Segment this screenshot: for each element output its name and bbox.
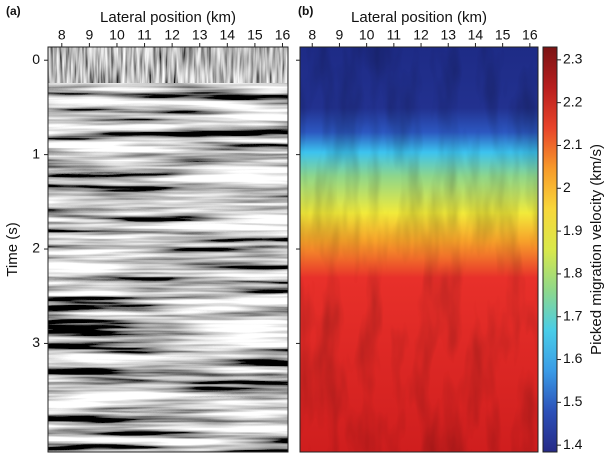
y-tick-label: 3: [32, 334, 40, 350]
x-tick-label: 12: [413, 27, 429, 43]
x-axis-label: Lateral position (km): [100, 9, 236, 26]
y-tick-label: 0: [32, 51, 40, 67]
colorbar-tick-label: 1.7: [563, 307, 583, 323]
colorbar: [542, 46, 558, 453]
colorbar-tick-label: 2.2: [563, 93, 583, 109]
x-axis-label: Lateral position (km): [351, 9, 487, 26]
x-tick-label: 15: [247, 27, 263, 43]
panel-label: (a): [6, 4, 21, 18]
panel-a-image: [47, 46, 289, 453]
x-tick-label: 14: [220, 27, 236, 43]
x-tick-label: 16: [275, 27, 291, 43]
x-tick-label: 10: [109, 27, 125, 43]
x-tick-label: 16: [522, 27, 538, 43]
y-axis-label: Time (s): [4, 222, 21, 276]
colorbar-tick-label: 1.4: [563, 436, 583, 452]
x-tick-label: 9: [85, 27, 93, 43]
x-tick-label: 11: [387, 27, 402, 43]
x-tick-label: 13: [192, 27, 208, 43]
colorbar-tick-label: 1.8: [563, 265, 583, 281]
x-tick-label: 9: [336, 27, 344, 43]
colorbar-label: Picked migration velocity (km/s): [588, 144, 605, 355]
colorbar-tick-label: 1.5: [563, 393, 583, 409]
colorbar-tick-label: 2.3: [563, 51, 583, 67]
y-tick-label: 1: [32, 145, 40, 161]
colorbar-tick-label: 2.1: [563, 136, 583, 152]
x-tick-label: 11: [137, 27, 152, 43]
x-tick-label: 12: [164, 27, 180, 43]
x-tick-label: 8: [58, 27, 66, 43]
x-tick-label: 8: [308, 27, 316, 43]
panel-b-image: [299, 46, 539, 453]
colorbar-tick-label: 1.6: [563, 350, 583, 366]
colorbar-tick-label: 2: [563, 179, 571, 195]
x-tick-label: 14: [468, 27, 484, 43]
x-tick-label: 15: [495, 27, 511, 43]
panel-label: (b): [298, 4, 313, 18]
x-tick-label: 13: [440, 27, 456, 43]
y-tick-label: 2: [32, 240, 40, 256]
x-tick-label: 10: [359, 27, 375, 43]
colorbar-tick-label: 1.9: [563, 222, 583, 238]
